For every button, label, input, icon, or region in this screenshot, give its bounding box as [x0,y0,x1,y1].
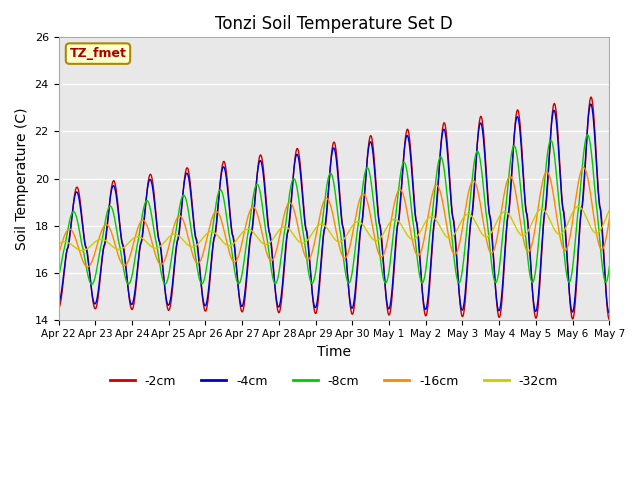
-4cm [239,302,246,308]
Line: -32cm: -32cm [58,206,609,251]
-4cm [605,310,613,315]
-32cm [420,222,428,228]
-16cm [605,215,613,221]
Line: -4cm: -4cm [58,104,609,312]
-8cm [164,275,172,281]
-16cm [84,264,92,270]
-8cm [492,280,500,286]
-4cm [540,215,548,221]
-8cm [177,196,185,202]
-32cm [575,204,582,209]
-8cm [239,265,247,271]
-2cm [54,305,62,311]
-2cm [492,282,499,288]
-16cm [164,247,172,252]
-8cm [88,281,95,287]
-8cm [54,274,62,280]
-32cm [605,207,613,213]
-16cm [540,173,548,179]
-8cm [540,182,548,188]
-4cm [587,101,595,107]
-4cm [605,310,613,315]
-2cm [164,306,172,312]
-2cm [587,94,595,100]
-32cm [177,235,185,241]
-32cm [540,207,548,213]
-4cm [419,298,427,304]
Title: Tonzi Soil Temperature Set D: Tonzi Soil Temperature Set D [215,15,453,33]
-16cm [492,241,500,247]
-16cm [177,214,185,220]
-2cm [419,300,427,306]
-8cm [605,264,613,269]
-2cm [239,309,246,314]
Text: TZ_fmet: TZ_fmet [70,47,127,60]
Legend: -2cm, -4cm, -8cm, -16cm, -32cm: -2cm, -4cm, -8cm, -16cm, -32cm [105,370,563,393]
X-axis label: Time: Time [317,345,351,359]
-4cm [54,300,62,306]
-16cm [420,238,428,244]
-4cm [492,283,499,288]
Y-axis label: Soil Temperature (C): Soil Temperature (C) [15,108,29,250]
-2cm [540,217,548,223]
-32cm [54,241,62,247]
-4cm [177,210,185,216]
Line: -2cm: -2cm [58,97,609,320]
-16cm [239,235,247,241]
-2cm [177,213,185,218]
Line: -16cm: -16cm [58,168,609,267]
-4cm [164,301,172,307]
Line: -8cm: -8cm [58,135,609,284]
-16cm [579,165,587,170]
-2cm [605,317,613,323]
-32cm [164,235,172,241]
-16cm [54,252,62,257]
-8cm [584,132,591,138]
-32cm [492,221,500,227]
-32cm [239,229,247,235]
-8cm [420,278,428,284]
-32cm [79,248,86,253]
